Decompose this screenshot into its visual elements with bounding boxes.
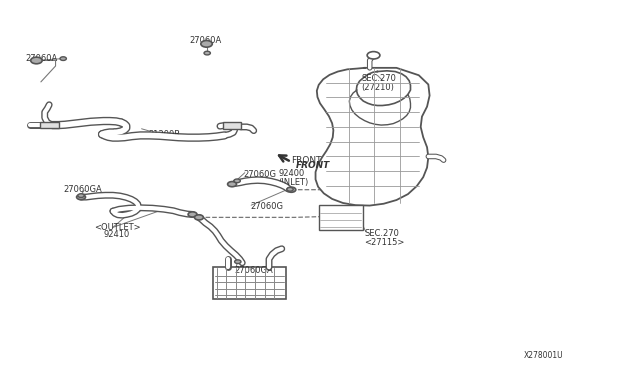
Text: X278001U: X278001U <box>524 350 564 360</box>
Circle shape <box>31 57 42 64</box>
Bar <box>223 122 241 129</box>
Text: 27060A: 27060A <box>189 36 221 45</box>
Text: 92400: 92400 <box>278 169 305 177</box>
Circle shape <box>235 260 241 263</box>
Circle shape <box>188 212 197 217</box>
Text: 27060G: 27060G <box>244 170 276 179</box>
Text: 27060A: 27060A <box>26 54 58 63</box>
Text: (INLET): (INLET) <box>278 178 309 187</box>
Text: SEC.270: SEC.270 <box>365 230 399 238</box>
Text: SEC.270: SEC.270 <box>362 74 396 83</box>
Circle shape <box>367 52 380 59</box>
Bar <box>213 267 286 299</box>
Text: 27060GA: 27060GA <box>64 185 102 194</box>
Polygon shape <box>316 68 429 206</box>
Circle shape <box>287 187 296 192</box>
Circle shape <box>78 194 84 198</box>
Text: FRONT: FRONT <box>291 156 322 166</box>
Bar <box>40 122 59 128</box>
Circle shape <box>204 51 211 55</box>
Polygon shape <box>356 71 410 106</box>
Text: 92410: 92410 <box>103 230 129 239</box>
Bar <box>319 205 364 230</box>
Text: <27115>: <27115> <box>365 238 405 247</box>
Text: 21200R: 21200R <box>148 130 180 139</box>
Text: 27060GA: 27060GA <box>234 266 273 275</box>
Text: (27210): (27210) <box>362 83 394 92</box>
Circle shape <box>195 215 204 220</box>
Circle shape <box>201 41 212 47</box>
Text: <OUTLET>: <OUTLET> <box>94 223 140 232</box>
Text: FRONT: FRONT <box>296 161 330 170</box>
Text: 27060G: 27060G <box>250 202 283 211</box>
Circle shape <box>287 187 293 191</box>
Circle shape <box>60 57 67 61</box>
Circle shape <box>77 195 86 200</box>
Circle shape <box>228 182 237 187</box>
Circle shape <box>234 179 241 183</box>
